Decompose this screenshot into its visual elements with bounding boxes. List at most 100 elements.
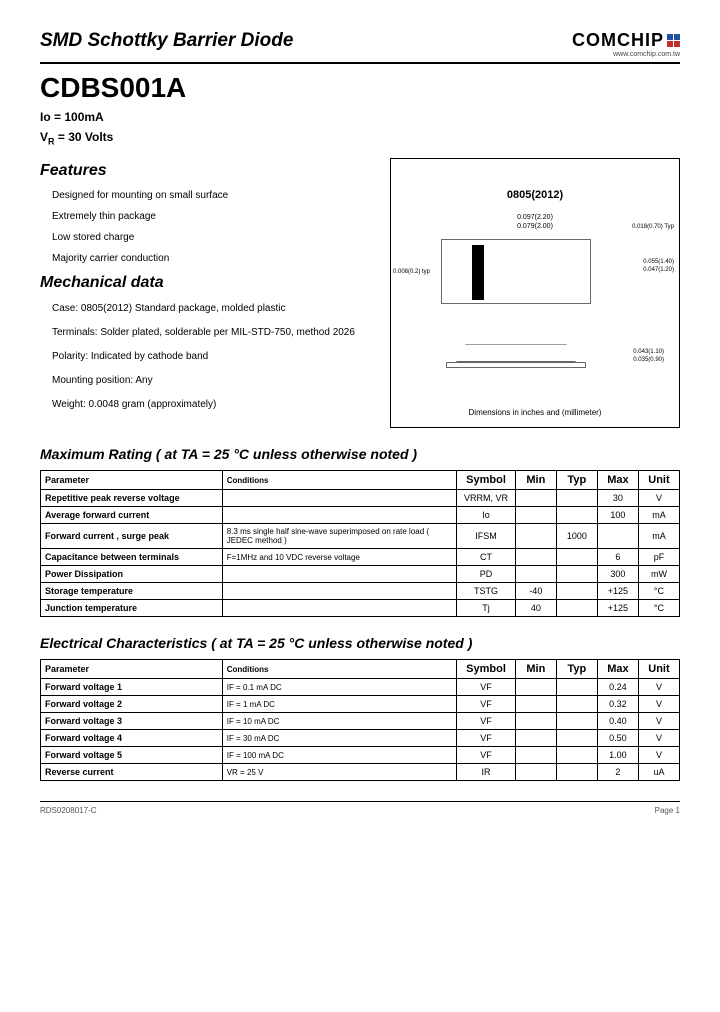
table-row: Forward voltage 3IF = 10 mA DCVF0.40V [41, 713, 680, 730]
cell-unit: mA [638, 507, 679, 524]
feature-item: Majority carrier conduction [52, 253, 370, 264]
cell-typ [556, 583, 597, 600]
elec-char-heading: Electrical Characteristics ( at TA = 25 … [40, 635, 680, 651]
table-row: Forward voltage 2IF = 1 mA DCVF 0.32V [41, 696, 680, 713]
cell-min [515, 679, 556, 696]
cell-symbol: VRRM, VR [457, 490, 516, 507]
table-row: Forward voltage 5IF = 100 mA DCVF1.00V [41, 747, 680, 764]
cell-typ [556, 747, 597, 764]
logo-url: www.comchip.com.tw [572, 51, 680, 58]
cell-max [597, 524, 638, 549]
mechanical-item: Mounting position: Any [52, 374, 370, 388]
cell-param: Average forward current [41, 507, 223, 524]
cell-min [515, 566, 556, 583]
mechanical-heading: Mechanical data [40, 274, 370, 292]
header-divider [40, 62, 680, 64]
mechanical-item: Terminals: Solder plated, solderable per… [52, 326, 370, 340]
cell-typ: 1000 [556, 524, 597, 549]
diagram-package-label: 0805(2012) [507, 189, 563, 201]
cell-symbol: VF [457, 696, 516, 713]
cell-unit: V [638, 696, 679, 713]
cell-param: Reverse current [41, 764, 223, 781]
table-row: Reverse currentVR = 25 VIR2uA [41, 764, 680, 781]
page-footer: RDS0208017-C Page 1 [40, 801, 680, 815]
max-rating-heading: Maximum Rating ( at TA = 25 °C unless ot… [40, 446, 680, 462]
th-symbol: Symbol [457, 471, 516, 490]
cell-min: 40 [515, 600, 556, 617]
cell-unit: mW [638, 566, 679, 583]
th-max: Max [597, 471, 638, 490]
cell-max: 0.40 [597, 713, 638, 730]
cell-symbol: VF [457, 679, 516, 696]
cell-max: 0.24 [597, 679, 638, 696]
cell-unit: pF [638, 549, 679, 566]
cell-param: Forward voltage 3 [41, 713, 223, 730]
table-row: Forward voltage 1IF = 0.1 mA DCVF0.24V [41, 679, 680, 696]
cell-min [515, 524, 556, 549]
cell-typ [556, 713, 597, 730]
cell-unit: uA [638, 764, 679, 781]
table-row: Forward voltage 4IF = 30 mA DCVF0.50V [41, 730, 680, 747]
cell-typ [556, 507, 597, 524]
cell-cond: IF = 1 mA DC [222, 696, 456, 713]
max-rating-table: Parameter Conditions Symbol Min Typ Max … [40, 470, 680, 617]
cell-cond: IF = 100 mA DC [222, 747, 456, 764]
footer-page: Page 1 [655, 806, 680, 815]
cell-unit: V [638, 730, 679, 747]
cell-cond: 8.3 ms single half sine-wave superimpose… [222, 524, 456, 549]
package-diagram: 0805(2012) 0.097(2.20)0.079(2.00) 0.008(… [390, 158, 680, 428]
logo-icon [667, 34, 680, 47]
cell-cond: VR = 25 V [222, 764, 456, 781]
th-min: Min [515, 660, 556, 679]
cell-cond: IF = 0.1 mA DC [222, 679, 456, 696]
table-row: Storage temperatureTSTG-40+125°C [41, 583, 680, 600]
cell-symbol: PD [457, 566, 516, 583]
cell-symbol: CT [457, 549, 516, 566]
mechanical-item: Polarity: Indicated by cathode band [52, 350, 370, 364]
cell-symbol: Io [457, 507, 516, 524]
cell-param: Capacitance between terminals [41, 549, 223, 566]
cell-min [515, 490, 556, 507]
table-row: Repetitive peak reverse voltage VRRM, VR 3… [41, 490, 680, 507]
elec-char-table: Parameter Conditions Symbol Min Typ Max … [40, 659, 680, 781]
logo-text: COMCHIP [572, 30, 664, 51]
cell-min [515, 696, 556, 713]
cell-min: -40 [515, 583, 556, 600]
cell-param: Junction temperature [41, 600, 223, 617]
cell-param: Power Dissipation [41, 566, 223, 583]
th-conditions: Conditions [222, 471, 456, 490]
footer-docid: RDS0208017-C [40, 806, 96, 815]
cell-max: 30 [597, 490, 638, 507]
part-number: CDBS001A [40, 72, 186, 104]
cell-max: 0.32 [597, 696, 638, 713]
mechanical-item: Case: 0805(2012) Standard package, molde… [52, 302, 370, 316]
cell-param: Repetitive peak reverse voltage [41, 490, 223, 507]
cell-unit: V [638, 490, 679, 507]
cell-param: Forward voltage 2 [41, 696, 223, 713]
diagram-dim-right1: 0.018(0.70) Typ [632, 224, 674, 230]
company-logo: COMCHIP www.comchip.com.tw [572, 30, 680, 58]
cell-symbol: VF [457, 713, 516, 730]
cell-min [515, 747, 556, 764]
table-row: Average forward currentIo100mA [41, 507, 680, 524]
table-row: Power DissipationPD300mW [41, 566, 680, 583]
spec-vr: VR = 30 Volts [40, 130, 186, 146]
th-unit: Unit [638, 660, 679, 679]
cell-cond: IF = 10 mA DC [222, 713, 456, 730]
cell-cond [222, 507, 456, 524]
cell-param: Forward current , surge peak [41, 524, 223, 549]
cell-unit: °C [638, 583, 679, 600]
cell-unit: mA [638, 524, 679, 549]
diagram-dim-left: 0.008(0.2) typ [393, 269, 430, 275]
cell-typ [556, 600, 597, 617]
cell-max: 0.50 [597, 730, 638, 747]
cell-cond [222, 583, 456, 600]
feature-item: Low stored charge [52, 232, 370, 243]
cell-max: 1.00 [597, 747, 638, 764]
feature-item: Extremely thin package [52, 211, 370, 222]
feature-item: Designed for mounting on small surface [52, 190, 370, 201]
cell-symbol: Tj [457, 600, 516, 617]
features-heading: Features [40, 162, 370, 180]
th-conditions: Conditions [222, 660, 456, 679]
th-unit: Unit [638, 471, 679, 490]
